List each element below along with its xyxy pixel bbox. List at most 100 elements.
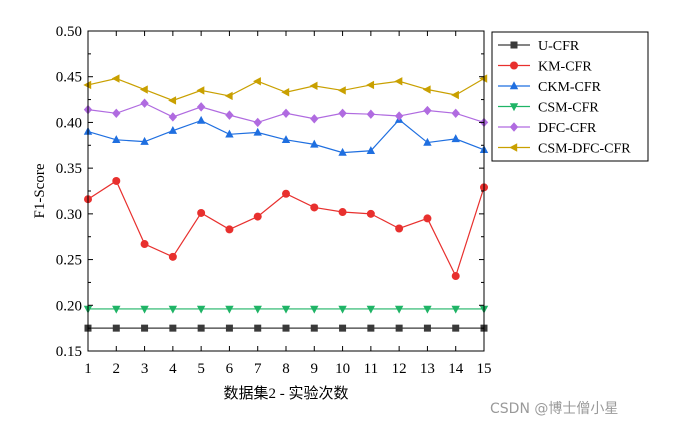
data-point: [254, 324, 262, 332]
legend-marker: [509, 81, 519, 90]
x-tick-label: 14: [448, 361, 464, 377]
data-point: [141, 324, 149, 332]
data-point: [310, 114, 319, 124]
data-point: [423, 324, 431, 332]
series-csm-cfr: [83, 305, 489, 314]
legend-marker: [510, 41, 518, 49]
x-tick-label: 9: [311, 361, 319, 377]
data-point: [168, 252, 177, 261]
legend-item: KM-CFR: [498, 60, 592, 75]
legend-item: CSM-DFC-CFR: [498, 142, 631, 157]
data-point: [140, 240, 149, 249]
data-point: [451, 272, 460, 281]
x-tick-label: 12: [392, 361, 407, 377]
data-point: [422, 85, 431, 94]
x-tick-label: 1: [84, 361, 92, 377]
legend-label: U-CFR: [538, 39, 580, 54]
data-point: [339, 324, 347, 332]
x-tick-label: 15: [477, 361, 492, 377]
y-axis-title: F1-Score: [32, 163, 48, 218]
data-point: [451, 90, 459, 100]
data-point: [225, 305, 234, 314]
x-tick-label: 6: [226, 361, 234, 377]
series-km-cfr: [84, 176, 488, 281]
data-point: [423, 137, 432, 146]
legend-item: CSM-CFR: [498, 101, 599, 116]
legend-marker: [509, 122, 519, 132]
data-point: [394, 77, 403, 86]
data-point: [111, 74, 120, 83]
data-point: [366, 146, 376, 154]
y-tick-label: 0.50: [56, 24, 82, 40]
legend-box: [491, 31, 649, 162]
x-tick-label: 3: [141, 361, 149, 377]
axes: 0.150.200.250.300.350.400.450.501 2 3 4 5 6 7 8…: [56, 24, 492, 377]
data-point: [225, 324, 233, 332]
data-point: [168, 112, 178, 122]
data-point: [112, 305, 121, 314]
y-tick-label: 0.30: [56, 207, 82, 223]
data-point: [282, 189, 290, 198]
data-point: [140, 98, 149, 108]
data-point: [168, 96, 177, 105]
data-point: [196, 115, 206, 124]
data-point: [452, 324, 460, 332]
legend: U-CFR KM-CFR CKM-CFR CSM-CFR DFC-CFR CSM-DFC-…: [491, 31, 649, 162]
legend-label: CSM-CFR: [538, 101, 599, 116]
x-tick-label: 4: [169, 361, 177, 377]
data-point: [197, 324, 205, 332]
data-point: [451, 305, 460, 314]
data-point: [423, 305, 432, 314]
data-point: [253, 305, 262, 314]
data-point: [395, 324, 403, 332]
data-point: [451, 108, 460, 118]
data-point: [479, 74, 488, 83]
data-point: [224, 91, 233, 101]
series-u-cfr: [84, 324, 488, 332]
data-point: [168, 125, 178, 134]
data-point: [338, 147, 347, 156]
data-point: [83, 80, 92, 90]
data-point: [367, 324, 375, 332]
legend-label: CSM-DFC-CFR: [538, 142, 631, 157]
data-point: [196, 86, 205, 95]
data-point: [253, 77, 261, 86]
data-point: [281, 108, 291, 118]
y-tick-label: 0.45: [56, 70, 82, 86]
data-point: [310, 305, 319, 314]
data-point: [366, 209, 375, 218]
data-point: [196, 102, 206, 112]
data-point: [394, 305, 404, 314]
data-point: [112, 108, 121, 118]
legend-marker: [510, 61, 518, 70]
plot-area: [83, 74, 489, 332]
data-point: [366, 80, 375, 90]
data-point: [197, 208, 206, 217]
data-point: [337, 86, 346, 95]
series-ckm-cfr: [83, 114, 489, 156]
series-csm-dfc-cfr: [83, 74, 488, 105]
y-tick-label: 0.15: [56, 344, 82, 360]
data-point: [196, 305, 206, 314]
x-tick-label: 10: [335, 361, 350, 377]
data-point: [140, 136, 149, 145]
data-point: [140, 305, 149, 314]
data-point: [253, 212, 262, 221]
data-point: [338, 305, 347, 314]
data-point: [225, 129, 234, 138]
data-point: [338, 108, 347, 118]
data-point: [423, 105, 432, 116]
y-tick-label: 0.25: [56, 253, 82, 269]
data-point: [282, 324, 290, 332]
data-point: [112, 176, 121, 185]
y-tick-label: 0.20: [56, 298, 82, 314]
data-point: [112, 324, 120, 332]
series-dfc-cfr: [83, 98, 489, 128]
x-tick-label: 5: [197, 361, 205, 377]
legend-marker: [509, 103, 519, 112]
legend-marker: [509, 143, 518, 152]
data-point: [253, 127, 262, 136]
data-point: [310, 139, 319, 148]
data-point: [395, 224, 404, 233]
